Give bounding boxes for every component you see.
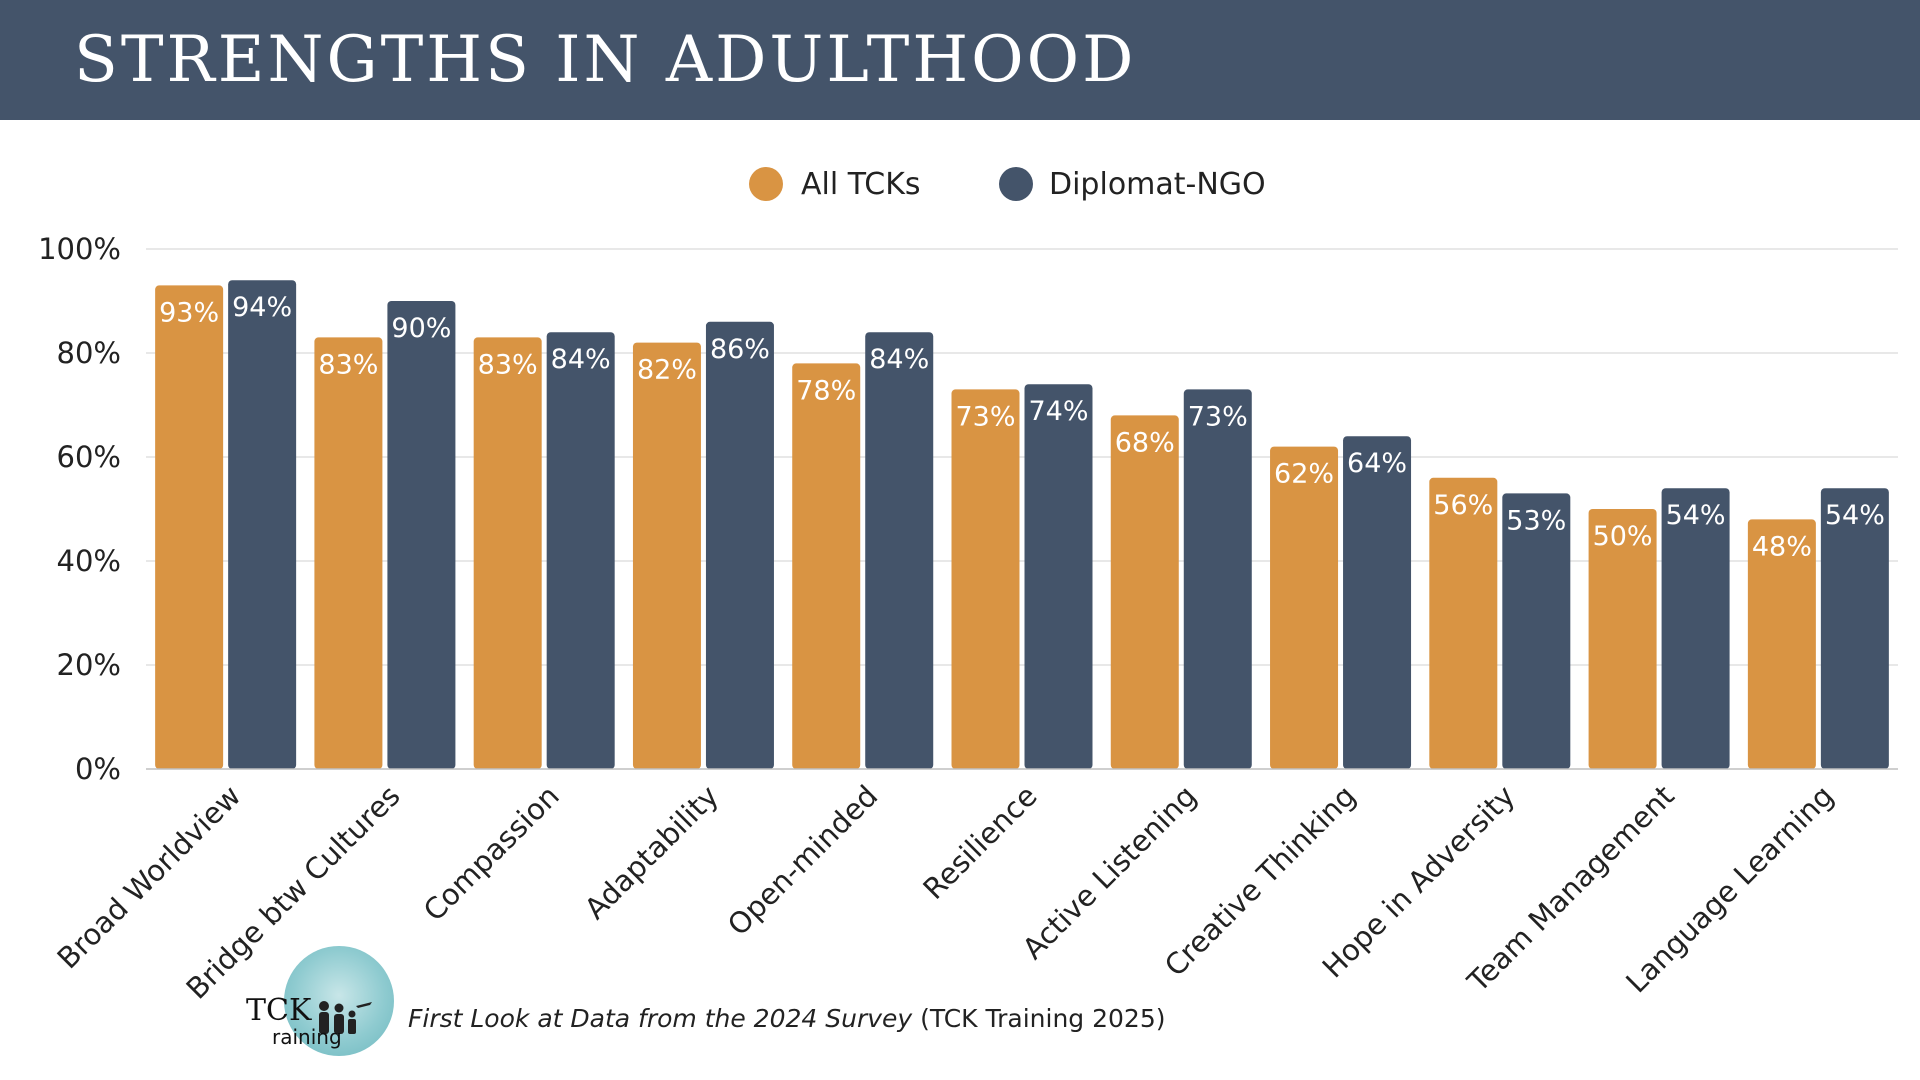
- logo-circle: [284, 946, 394, 1056]
- bar: [1588, 509, 1657, 769]
- data-label: 64%: [1347, 448, 1407, 479]
- x-tick-label: Resilience: [916, 779, 1043, 906]
- family-icon: [319, 1001, 372, 1034]
- y-tick-label: 0%: [75, 752, 121, 786]
- data-label: 82%: [637, 355, 697, 386]
- bar: [1024, 384, 1093, 769]
- bar: [314, 337, 383, 769]
- bar: [705, 321, 774, 769]
- bar: [1502, 493, 1571, 769]
- tck-training-logo: TCK raining: [242, 946, 402, 1062]
- data-label: 62%: [1274, 459, 1334, 490]
- data-label: 54%: [1825, 500, 1885, 531]
- bar: [1270, 446, 1339, 769]
- data-label: 83%: [478, 349, 538, 380]
- data-label: 84%: [551, 344, 611, 375]
- bar: [473, 337, 542, 769]
- x-tick-label: Active Listening: [1016, 779, 1203, 966]
- y-tick-label: 100%: [38, 232, 121, 266]
- data-label: 50%: [1593, 521, 1653, 552]
- x-tick-label: Open-minded: [721, 779, 885, 943]
- data-label: 73%: [955, 401, 1015, 432]
- data-label: 84%: [869, 344, 929, 375]
- data-label: 78%: [796, 375, 856, 406]
- data-label: 90%: [391, 313, 451, 344]
- data-label: 93%: [159, 297, 219, 328]
- y-tick-label: 80%: [57, 336, 121, 370]
- bar: [1820, 488, 1889, 769]
- title-banner: STRENGTHS IN ADULTHOOD: [0, 0, 1920, 120]
- source-note: First Look at Data from the 2024 Survey …: [408, 1004, 1166, 1033]
- bar: [792, 363, 861, 769]
- y-tick-label: 20%: [57, 648, 121, 682]
- bar: [228, 280, 297, 769]
- bar: [1429, 477, 1498, 769]
- legend-label-diplomat-ngo: Diplomat-NGO: [1049, 167, 1266, 202]
- bar: [1343, 436, 1412, 769]
- bar: [865, 332, 934, 769]
- data-label: 54%: [1666, 500, 1726, 531]
- logo-text-tck: TCK: [246, 993, 312, 1028]
- legend-marker-diplomat-ngo: [999, 167, 1033, 201]
- source-note-rest: (TCK Training 2025): [912, 1004, 1166, 1033]
- data-label: 68%: [1115, 427, 1175, 458]
- bar-chart: 0% 20% 40% 60% 80% 100% All TCKs Diplomat-NGO 93…: [38, 167, 1898, 1006]
- bar: [951, 389, 1020, 769]
- y-tick-label: 60%: [57, 440, 121, 474]
- bar: [387, 301, 456, 769]
- data-label: 73%: [1188, 401, 1248, 432]
- data-label: 74%: [1028, 396, 1088, 427]
- bar: [1747, 519, 1816, 769]
- bar: [632, 342, 701, 769]
- page-title: STRENGTHS IN ADULTHOOD: [74, 23, 1137, 97]
- bar: [546, 332, 615, 769]
- bar: [1183, 389, 1252, 769]
- source-note-italic: First Look at Data from the 2024 Survey: [408, 1004, 913, 1033]
- bar: [1110, 415, 1179, 769]
- bar: [155, 285, 224, 769]
- data-label: 86%: [710, 334, 770, 365]
- data-label: 94%: [232, 292, 292, 323]
- y-tick-label: 40%: [57, 544, 121, 578]
- legend-label-all-tcks: All TCKs: [801, 167, 921, 202]
- data-label: 56%: [1433, 490, 1493, 521]
- x-tick-label: Adaptability: [578, 779, 725, 926]
- data-label: 83%: [318, 349, 378, 380]
- x-tick-label: Compassion: [417, 779, 566, 928]
- bar: [1661, 488, 1730, 769]
- legend-marker-all-tcks: [749, 167, 783, 201]
- logo-text-training: raining: [272, 1025, 342, 1049]
- data-label: 53%: [1506, 505, 1566, 536]
- data-label: 48%: [1752, 531, 1812, 562]
